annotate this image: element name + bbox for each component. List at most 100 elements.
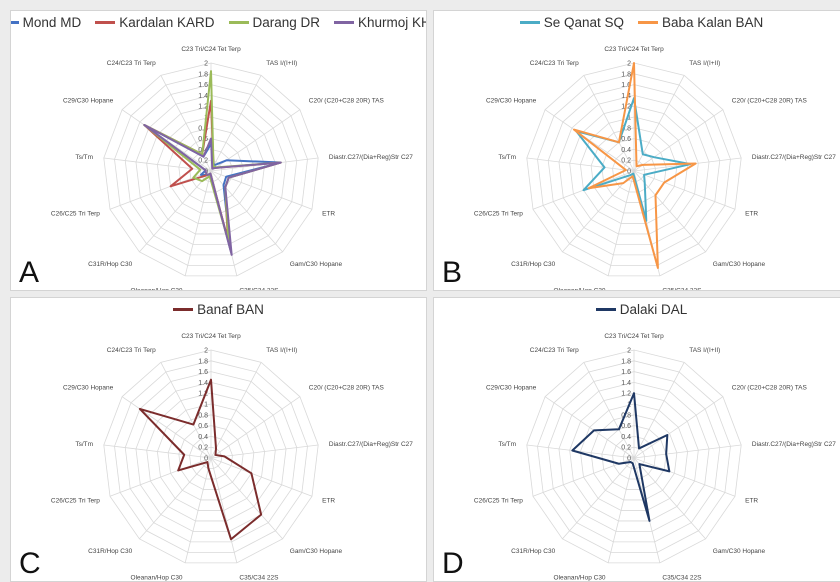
tick-label: 1 xyxy=(627,115,631,122)
grid-ring xyxy=(114,360,308,553)
panel-label: D xyxy=(442,547,464,580)
tick-label: 2 xyxy=(627,61,631,68)
grid-ring xyxy=(590,414,678,501)
axis-label: C35/C34 22S xyxy=(239,574,279,581)
axis-label: C26/C25 Tri Terp xyxy=(51,498,100,505)
grid-ring xyxy=(135,94,287,245)
tick-label: 2 xyxy=(204,61,208,68)
tick-label: 0.2 xyxy=(621,158,631,165)
legend-swatch xyxy=(11,21,19,24)
legend: Banaf BAN xyxy=(11,302,426,317)
tick-label: 0.8 xyxy=(621,412,631,419)
axis-label: ETR xyxy=(322,211,335,218)
axis-label: C31R/Hop C30 xyxy=(511,548,555,555)
grid-ring xyxy=(526,62,742,277)
legend-item: Dalaki DAL xyxy=(595,302,687,317)
tick-label: 1.6 xyxy=(198,82,208,89)
axis-spoke xyxy=(109,457,212,497)
axis-label: Ts/Tm xyxy=(75,154,93,161)
panel-label: B xyxy=(442,256,463,289)
axis-spoke xyxy=(633,170,706,253)
axis-label: TAS I/(I+II) xyxy=(689,347,720,354)
grid-ring xyxy=(146,105,276,235)
legend: Mond MD Kardalan KARD Darang DR Khurmoj KH2 xyxy=(11,15,426,30)
axis-spoke xyxy=(583,75,635,172)
tick-label: 0.6 xyxy=(621,423,631,430)
tick-label: 2 xyxy=(627,348,631,355)
grid-ring xyxy=(537,360,731,553)
legend-swatch xyxy=(519,21,540,24)
grid-ring xyxy=(103,62,319,277)
axis-spoke xyxy=(210,444,319,459)
grid-ring xyxy=(135,381,287,532)
axis-label: C24/C23 Tri Terp xyxy=(107,60,156,67)
axis-label: Oleanan/Hop C30 xyxy=(131,287,183,291)
axis-spoke xyxy=(633,444,742,459)
tick-label: 1.4 xyxy=(621,93,631,100)
axis-label: C29/C30 Hopane xyxy=(63,385,114,392)
grid-ring xyxy=(612,435,656,480)
axis-label: C24/C23 Tri Terp xyxy=(530,347,579,354)
grid-ring xyxy=(558,94,710,245)
legend: Dalaki DAL xyxy=(434,302,840,317)
tick-label: 0.8 xyxy=(198,125,208,132)
axis-spoke xyxy=(607,457,635,563)
axis-spoke xyxy=(607,170,635,276)
axis-spoke xyxy=(633,457,706,540)
axis-label: ETR xyxy=(745,498,758,505)
tick-label: 0 xyxy=(627,456,631,463)
axis-spoke xyxy=(210,396,301,459)
grid-ring xyxy=(124,371,298,543)
axis-spoke xyxy=(526,157,635,172)
axis-label: C35/C34 22S xyxy=(662,287,702,291)
axis-spoke xyxy=(544,396,635,459)
axis-label: ETR xyxy=(322,498,335,505)
grid-ring xyxy=(537,73,731,266)
legend-label: Se Qanat SQ xyxy=(543,15,624,30)
legend-swatch xyxy=(637,21,658,24)
axis-spoke xyxy=(184,170,212,276)
grid-ring xyxy=(167,414,255,501)
grid-ring xyxy=(156,403,266,511)
axis-label: C24/C23 Tri Terp xyxy=(530,60,579,67)
axis-label: C20/ (C20+C28 20R) TAS xyxy=(732,98,808,105)
axis-label: C35/C34 22S xyxy=(239,287,279,291)
tick-label: 1.4 xyxy=(621,380,631,387)
legend-swatch xyxy=(173,308,194,311)
grid xyxy=(526,62,742,277)
axis-spoke xyxy=(526,444,635,459)
legend-label: Mond MD xyxy=(22,15,82,30)
axis-spoke xyxy=(210,457,313,497)
axis-label: ETR xyxy=(745,211,758,218)
tick-label: 1.8 xyxy=(621,71,631,78)
axis-spoke xyxy=(544,109,635,172)
axis-label: Diastr.C27/(Dia+Reg)Str C27 xyxy=(752,441,836,448)
axis-label: Ts/Tm xyxy=(75,441,93,448)
legend-label: Baba Kalan BAN xyxy=(661,15,764,30)
legend-swatch xyxy=(334,21,355,24)
tick-label: 0.2 xyxy=(198,158,208,165)
series-line xyxy=(575,97,692,222)
grid-ring xyxy=(199,446,223,469)
tick-label: 1.8 xyxy=(198,358,208,365)
axis-label: TAS I/(I+II) xyxy=(266,347,297,354)
axis-spoke xyxy=(633,457,736,497)
legend-swatch xyxy=(595,308,616,311)
axis-label: C23 Tri/C24 Tet Terp xyxy=(604,333,664,340)
axis-label: C20/ (C20+C28 20R) TAS xyxy=(309,385,385,392)
axis-spoke xyxy=(562,457,635,540)
radar-panel-a: Mond MD Kardalan KARD Darang DR Khurmoj KH2… xyxy=(10,10,427,291)
radar-panel-b: Se Qanat SQ Baba Kalan BAN 0 0.2 0.4 0.6 0.8 1… xyxy=(433,10,840,291)
panel-label: A xyxy=(19,256,40,289)
axis-label: TAS I/(I+II) xyxy=(689,60,720,67)
legend-item: Kardalan KARD xyxy=(95,15,215,30)
tick-label: 1.6 xyxy=(198,369,208,376)
axis-spoke xyxy=(633,362,685,459)
tick-label: 1.2 xyxy=(198,391,208,398)
tick-label: 0 xyxy=(627,169,631,176)
tick-label: 0.4 xyxy=(198,434,208,441)
tick-label: 1 xyxy=(204,402,208,409)
